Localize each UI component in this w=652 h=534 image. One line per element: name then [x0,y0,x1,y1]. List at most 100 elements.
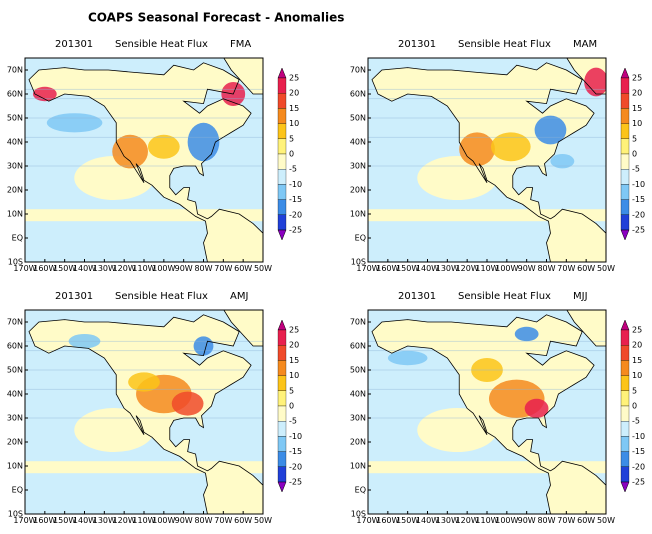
lat-label: 40N [7,390,23,399]
anomaly [387,350,428,366]
lon-label: 170W [13,516,36,525]
lon-label: 60W [577,516,595,525]
anomaly [147,134,180,159]
coast [566,58,606,95]
anomaly [32,86,57,102]
anomaly [584,67,606,97]
lat-label: 10S [351,258,366,267]
colorbar-label: -10 [289,180,302,189]
lon-label: 160W [33,516,56,525]
anomaly [550,154,575,169]
colorbar-band [620,421,630,437]
lon-label: 100W [495,264,518,273]
panel-date: 201301 [55,291,93,302]
anomaly [459,132,495,166]
lon-label: 90W [518,264,536,273]
lat-label: 60N [350,90,366,99]
colorbar-band [620,93,630,109]
lat-label: 20N [350,186,366,195]
colorbar-band [277,184,287,200]
lon-label: 80W [194,516,212,525]
land [28,314,263,514]
colorbar-label: 25 [632,74,642,83]
panel-variable: Sensible Heat Flux [115,39,208,50]
lat-label: 60N [350,342,366,351]
colorbar-band [277,153,287,170]
colorbar-band [277,345,287,361]
lat-label: 50N [7,114,23,123]
lon-label: 60W [577,264,595,273]
colorbar-label: 15 [632,356,642,365]
colorbar-label: -5 [632,165,640,174]
colorbar-band [277,405,287,422]
colorbar-band [277,214,287,231]
lat-label: 10N [350,210,366,219]
coast [28,314,263,514]
lat-label: 30N [350,414,366,423]
coast [371,314,606,514]
lat-label: 30N [7,162,23,171]
colorbar-band [277,436,287,452]
colorbar-label: 5 [632,134,637,143]
lon-label: 50W [254,264,272,273]
page-title: COAPS Seasonal Forecast - Anomalies [88,11,344,25]
land [566,310,606,346]
lon-label: 110W [475,264,498,273]
colorbar-label: -5 [289,165,297,174]
lon-label: 130W [93,516,116,525]
colorbar-label: -25 [632,478,645,487]
anomaly [112,134,148,169]
lon-label: 70W [557,516,575,525]
lat-label: 70N [350,318,366,327]
panel-date: 201301 [398,291,436,302]
panel-season: AMJ [230,291,248,302]
colorbar-arrow [277,229,287,241]
lat-label: 20N [7,186,23,195]
lon-label: 150W [396,264,419,273]
colorbar-band [620,329,630,346]
lat-label: 70N [7,66,23,75]
lon-label: 120W [113,516,136,525]
colorbar-label: -10 [632,432,645,441]
lon-label: 60W [234,264,252,273]
map [25,58,263,262]
colorbar-band [277,138,287,155]
lat-label: 10N [7,462,23,471]
anomaly [46,113,103,133]
lon-label: 90W [175,264,193,273]
lon-label: 100W [152,264,175,273]
colorbar-band [620,436,630,452]
colorbar-label: -25 [289,478,302,487]
lat-label: EQ [12,234,23,243]
colorbar-label: 25 [289,74,299,83]
colorbar-label: 15 [289,356,299,365]
colorbar-arrow [277,67,287,79]
panel-season: MJJ [573,291,588,302]
lon-label: 150W [396,516,419,525]
colorbar-band [277,390,287,407]
colorbar-band [620,345,630,361]
lat-label: 40N [7,138,23,147]
colorbar-label: 0 [289,402,294,411]
colorbar-label: 10 [632,371,642,380]
colorbar-band [620,451,630,467]
colorbar-label: 15 [289,104,299,113]
lat-label: 60N [7,342,23,351]
colorbar-label: 0 [632,402,637,411]
lon-label: 70W [214,264,232,273]
colorbar-band [620,360,630,376]
colorbar-label: 5 [632,386,637,395]
lat-label: EQ [355,234,366,243]
colorbar-label: 5 [289,386,294,395]
colorbar-band [277,199,287,215]
colorbar-band [277,93,287,109]
colorbar-label: 10 [632,119,642,128]
lon-label: 160W [376,516,399,525]
colorbar-label: 20 [289,341,299,350]
panel-season: MAM [573,39,597,50]
colorbar-band [620,390,630,407]
coast [371,62,606,262]
colorbar-label: -10 [289,432,302,441]
lon-label: 140W [416,264,439,273]
